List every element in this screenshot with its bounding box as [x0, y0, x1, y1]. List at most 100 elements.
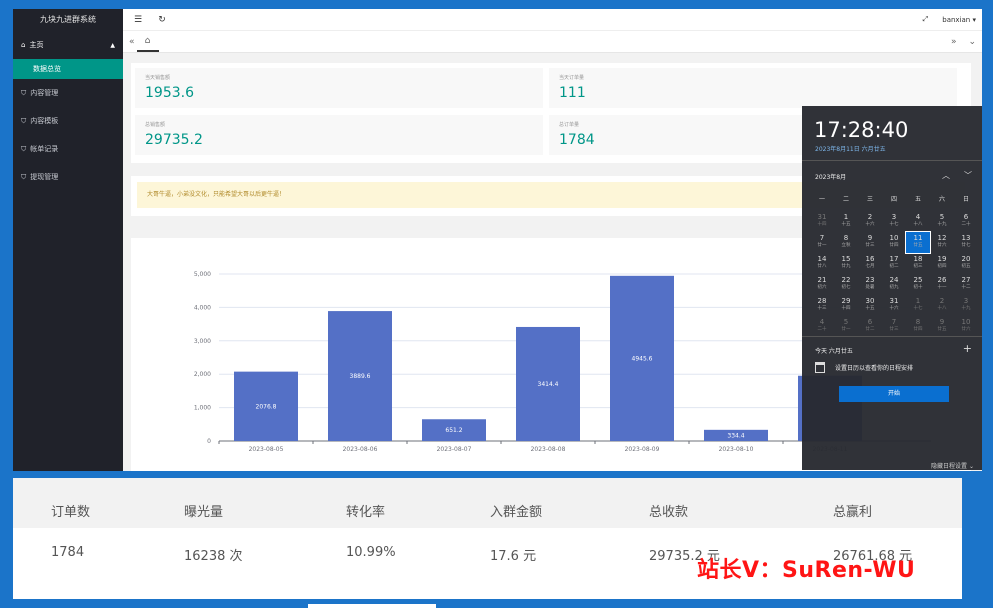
calendar-day[interactable]: 12 廿六: [930, 232, 954, 253]
day-number: 27: [961, 276, 971, 284]
calendar-day[interactable]: 1 十五: [834, 211, 858, 232]
tab-home[interactable]: ⌂: [136, 31, 159, 52]
bar-data-label: 2076.8: [256, 403, 277, 410]
calendar-day[interactable]: 29 十四: [834, 295, 858, 316]
day-number: 10: [961, 318, 971, 326]
calendar-day[interactable]: 2 十八: [930, 295, 954, 316]
header-exposure: 曝光量: [184, 505, 224, 520]
calendar-day[interactable]: 3 十七: [882, 211, 906, 232]
start-button[interactable]: 开始: [839, 386, 949, 402]
value-total-income: 29735.2 元: [649, 549, 720, 564]
add-event-icon[interactable]: +: [962, 342, 972, 355]
calendar-day[interactable]: 5 廿一: [834, 316, 858, 337]
calendar-day[interactable]: 25 初十: [906, 274, 930, 295]
scroll-right-icon[interactable]: »: [950, 36, 957, 47]
day-number: 7: [891, 318, 897, 326]
day-number: 8: [843, 234, 849, 242]
x-tick-label: 2023-08-05: [249, 446, 284, 453]
day-number: 3: [963, 297, 969, 305]
hide-agenda-label: 隐藏日程设置: [931, 463, 968, 470]
calendar-day[interactable]: 8 立秋: [834, 232, 858, 253]
calendar-nav: ︿ ﹀: [942, 170, 972, 181]
calendar-day[interactable]: 14 廿八: [810, 253, 834, 274]
user-menu[interactable]: banxian ▾: [942, 16, 976, 24]
day-number: 10: [889, 234, 899, 242]
calendar-day[interactable]: 17 初二: [882, 253, 906, 274]
calendar-day[interactable]: 9 廿三: [858, 232, 882, 253]
scroll-left-icon[interactable]: «: [129, 36, 135, 47]
calendar-day[interactable]: 6 二十: [954, 211, 978, 232]
sidebar-item-template[interactable]: ⛉ 内容模板: [13, 107, 123, 135]
calendar-icon: [815, 362, 825, 373]
calendar-day[interactable]: 27 十二: [954, 274, 978, 295]
calendar-day[interactable]: 13 廿七: [954, 232, 978, 253]
day-number: 5: [843, 318, 849, 326]
calendar-day[interactable]: 4 十八: [906, 211, 930, 232]
value-conversion: 10.99%: [346, 545, 396, 560]
day-number: 4: [915, 213, 921, 221]
calendar-day[interactable]: 30 十五: [858, 295, 882, 316]
sidebar-item-home[interactable]: ⌂ 主页 ▲: [13, 31, 123, 59]
calendar-day[interactable]: 19 初四: [930, 253, 954, 274]
chevron-down-icon[interactable]: ﹀: [964, 171, 972, 180]
watermark-text: 站长V：SuRen-WU: [697, 558, 916, 583]
y-tick-label: 4,000: [194, 304, 211, 311]
calendar-day[interactable]: 20 初五: [954, 253, 978, 274]
lunar-date: 十五: [865, 306, 875, 311]
value-total-profit: 26761.68 元: [833, 549, 913, 564]
day-number: 14: [817, 255, 827, 263]
calendar-day[interactable]: 28 十三: [810, 295, 834, 316]
calendar-day[interactable]: 22 初七: [834, 274, 858, 295]
sidebar-item-content[interactable]: ⛉ 内容管理: [13, 79, 123, 107]
calendar-day[interactable]: 9 廿五: [930, 316, 954, 337]
lunar-date: 立秋: [841, 243, 851, 248]
clock-date[interactable]: 2023年8月11日 六月廿五: [815, 146, 886, 153]
day-number: 29: [841, 297, 851, 305]
calendar-day[interactable]: 26 十一: [930, 274, 954, 295]
x-tick-label: 2023-08-07: [437, 446, 472, 453]
calendar-day[interactable]: 31 十四: [810, 211, 834, 232]
calendar-day[interactable]: 6 廿二: [858, 316, 882, 337]
x-tick-label: 2023-08-09: [625, 446, 660, 453]
sidebar-subitem-overview[interactable]: 数据总览: [13, 59, 123, 79]
day-number: 28: [817, 297, 827, 305]
bar-data-label: 4945.6: [632, 355, 653, 362]
calendar-day[interactable]: 18 初三: [906, 253, 930, 274]
lunar-date: 十六: [889, 306, 899, 311]
calendar-day[interactable]: 3 十九: [954, 295, 978, 316]
weekday-label: 三: [866, 196, 873, 203]
fullscreen-icon[interactable]: ⤢: [922, 15, 929, 23]
calendar-day[interactable]: 21 初六: [810, 274, 834, 295]
calendar-day[interactable]: 4 二十: [810, 316, 834, 337]
calendar-day[interactable]: 15 廿九: [834, 253, 858, 274]
lunar-date: 初九: [889, 285, 899, 290]
calendar-day[interactable]: 8 廿四: [906, 316, 930, 337]
calendar-day[interactable]: 7 廿三: [882, 316, 906, 337]
calendar-day[interactable]: 31 十六: [882, 295, 906, 316]
calendar-day[interactable]: 5 十九: [930, 211, 954, 232]
refresh-icon[interactable]: ↻: [158, 14, 166, 25]
calendar-day[interactable]: 2 十六: [858, 211, 882, 232]
lunar-date: 十七: [889, 222, 899, 227]
calendar-day[interactable]: 10 廿四: [882, 232, 906, 253]
value-orders: 1784: [51, 545, 85, 560]
sidebar-item-bills[interactable]: ⛉ 帐单记录: [13, 135, 123, 163]
calendar-day[interactable]: 1 十七: [906, 295, 930, 316]
day-number: 9: [939, 318, 945, 326]
calendar-day[interactable]: 10 廿六: [954, 316, 978, 337]
calendar-day[interactable]: 23 处暑: [858, 274, 882, 295]
menu-toggle-icon[interactable]: ☰: [133, 14, 143, 25]
calendar-month[interactable]: 2023年8月: [815, 174, 847, 181]
calendar-day-today[interactable]: 11 廿五: [905, 231, 931, 254]
day-number: 6: [963, 213, 969, 221]
sidebar-item-withdraw[interactable]: ⛉ 提现管理: [13, 163, 123, 191]
bar-data-label: 651.2: [445, 427, 462, 434]
chevron-down-icon[interactable]: ⌄: [968, 36, 976, 47]
calendar-day[interactable]: 16 七月: [858, 253, 882, 274]
y-tick-label: 1,000: [194, 405, 211, 412]
hide-agenda-link[interactable]: 隐藏日程设置 ⌄: [931, 461, 974, 470]
calendar-day[interactable]: 24 初九: [882, 274, 906, 295]
stat-label: 总销售额: [145, 122, 166, 128]
chevron-up-icon[interactable]: ︿: [942, 171, 950, 180]
calendar-day[interactable]: 7 廿一: [810, 232, 834, 253]
